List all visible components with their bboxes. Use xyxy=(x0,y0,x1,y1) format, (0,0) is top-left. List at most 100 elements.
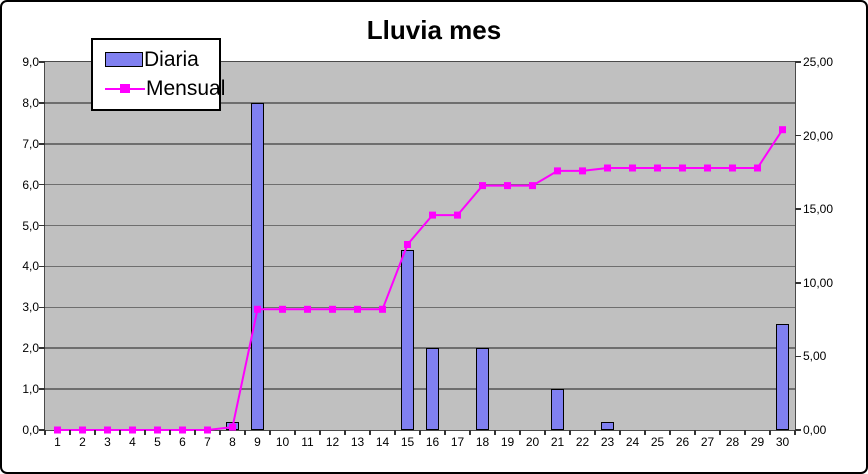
bar-day-16 xyxy=(426,348,439,430)
left-axis-tick-label: 6,0 xyxy=(22,177,39,192)
x-axis-tick-label: 6 xyxy=(179,435,186,449)
right-axis-tick-label: 20,00 xyxy=(803,128,834,143)
mensual-marker-day-28 xyxy=(729,164,736,172)
right-axis-tick-label: 15,00 xyxy=(803,202,834,217)
bar-day-9 xyxy=(251,102,264,430)
x-axis-tick xyxy=(294,430,296,435)
x-axis-tick xyxy=(244,430,246,435)
x-axis-tick-label: 25 xyxy=(650,435,665,449)
x-axis-tick-label: 17 xyxy=(450,435,465,449)
right-axis-tick xyxy=(795,429,801,431)
right-axis-tick xyxy=(795,208,801,210)
right-axis-tick xyxy=(795,61,801,63)
x-axis-tick-label: 23 xyxy=(600,435,615,449)
x-axis-tick-label: 1 xyxy=(54,435,61,449)
gridline xyxy=(45,224,795,227)
x-axis-tick xyxy=(744,430,746,435)
bar-day-30 xyxy=(776,323,789,430)
mensual-line xyxy=(57,129,784,431)
mensual-marker-day-17 xyxy=(454,211,461,219)
x-axis-tick-label: 18 xyxy=(475,435,490,449)
left-axis-tick xyxy=(39,224,45,227)
x-axis-tick-label: 21 xyxy=(550,435,565,449)
bar-day-15 xyxy=(401,250,414,430)
left-axis-tick xyxy=(39,102,45,104)
bar-day-18 xyxy=(476,348,489,430)
mensual-marker-day-30 xyxy=(779,126,786,134)
left-axis-tick xyxy=(39,265,45,268)
left-axis-tick xyxy=(39,429,45,431)
mensual-marker-day-21 xyxy=(554,167,561,175)
x-axis-tick xyxy=(169,430,171,435)
mensual-marker-day-29 xyxy=(754,164,761,172)
bar-day-21 xyxy=(551,389,564,430)
mensual-marker-day-13 xyxy=(354,305,361,313)
x-axis-tick xyxy=(544,430,546,435)
x-axis-tick-label: 20 xyxy=(525,435,540,449)
mensual-marker-day-8 xyxy=(229,423,236,431)
right-axis-tick xyxy=(795,355,801,358)
gridline xyxy=(45,102,795,104)
left-axis-tick-label: 2,0 xyxy=(22,341,39,356)
gridline xyxy=(45,388,795,390)
x-axis-tick xyxy=(694,430,696,435)
left-axis-tick xyxy=(39,61,45,63)
x-axis-tick xyxy=(669,430,671,435)
mensual-marker-day-27 xyxy=(704,164,711,172)
mensual-marker-day-15 xyxy=(404,241,411,248)
x-axis-tick-label: 13 xyxy=(350,435,365,449)
mensual-marker-day-23 xyxy=(604,164,611,172)
left-axis-tick-label: 3,0 xyxy=(22,300,39,315)
x-axis-tick xyxy=(44,430,46,435)
mensual-marker-day-24 xyxy=(629,164,636,172)
x-axis-tick-label: 27 xyxy=(700,435,715,449)
x-axis-tick-label: 8 xyxy=(229,435,236,449)
left-axis-tick-label: 5,0 xyxy=(22,218,39,233)
x-axis-tick-label: 10 xyxy=(275,435,290,449)
x-axis-tick-label: 15 xyxy=(400,435,415,449)
mensual-marker-day-14 xyxy=(379,305,386,313)
x-axis-tick-label: 14 xyxy=(375,435,390,449)
x-axis-tick xyxy=(94,430,96,435)
left-axis-tick-label: 4,0 xyxy=(22,259,39,274)
x-axis-tick-label: 11 xyxy=(301,435,314,449)
gridline xyxy=(45,143,795,145)
mensual-marker-day-26 xyxy=(679,164,686,172)
plot-area xyxy=(44,61,796,434)
mensual-marker-day-9 xyxy=(254,305,261,313)
x-axis-tick-label: 22 xyxy=(575,435,590,449)
gridline xyxy=(45,183,795,186)
gridline xyxy=(45,306,795,309)
left-axis-tick-label: 9,0 xyxy=(22,55,39,69)
left-axis-tick-label: 1,0 xyxy=(22,382,39,397)
x-axis-tick-label: 28 xyxy=(725,435,740,449)
x-axis-tick xyxy=(69,430,71,435)
gridline xyxy=(45,347,795,349)
legend-label-mensual: Mensual xyxy=(146,76,226,100)
mensual-marker-day-20 xyxy=(529,182,536,190)
x-axis-tick-label: 5 xyxy=(154,435,161,449)
x-axis-tick xyxy=(519,430,521,435)
right-axis-tick xyxy=(795,134,801,137)
mensual-marker-day-5 xyxy=(154,426,161,434)
x-axis-tick xyxy=(319,430,321,435)
chart-title: Lluvia mes xyxy=(366,15,502,45)
line-swatch-icon xyxy=(105,83,145,94)
x-axis-tick xyxy=(794,430,796,435)
x-axis-tick xyxy=(769,430,771,435)
mensual-marker-day-18 xyxy=(479,182,486,190)
x-axis-tick xyxy=(144,430,146,435)
x-axis-tick-label: 7 xyxy=(204,435,211,449)
left-axis-tick-label: 7,0 xyxy=(22,136,39,151)
mensual-marker-day-12 xyxy=(329,305,336,313)
left-axis-tick-label: 0,0 xyxy=(22,423,39,437)
x-axis-tick-label: 16 xyxy=(425,435,440,449)
x-axis-tick xyxy=(219,430,221,435)
x-axis-tick xyxy=(594,430,596,435)
x-axis-tick-label: 24 xyxy=(625,435,640,449)
x-axis-tick xyxy=(719,430,721,435)
mensual-marker-day-2 xyxy=(79,426,86,434)
left-axis-tick xyxy=(39,143,45,145)
x-axis-tick-label: 26 xyxy=(675,435,690,449)
